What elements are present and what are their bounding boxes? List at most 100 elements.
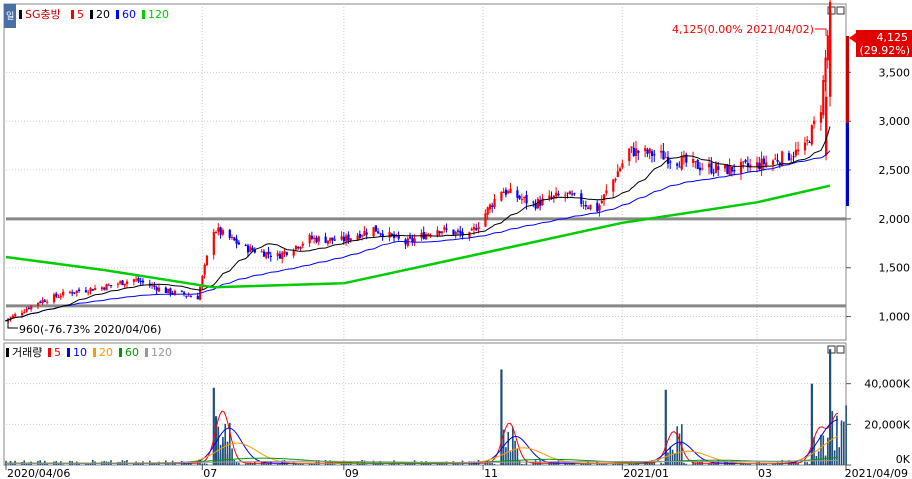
volume-bar (203, 463, 206, 465)
candle-body (329, 237, 332, 242)
candle-body (596, 202, 599, 212)
volume-bar (251, 463, 254, 465)
candle-body (30, 305, 33, 310)
volume-bar (715, 462, 717, 465)
volume-bar (155, 464, 158, 465)
price-legend-label: 20 (96, 8, 110, 21)
candle-body (310, 235, 314, 239)
candle-body (11, 315, 15, 319)
candle-body (744, 160, 747, 162)
volume-bar (516, 448, 519, 465)
candle-body (472, 227, 476, 230)
volume-legend-marker (6, 348, 9, 357)
volume-bar (187, 463, 190, 465)
volume-bar (345, 463, 347, 465)
candle-body (278, 253, 282, 259)
candle-body (87, 292, 90, 294)
volume-bar (265, 463, 268, 465)
candle-body (413, 238, 416, 243)
ma60-line (5, 150, 831, 321)
volume-bar (584, 463, 587, 465)
volume-bar (311, 463, 313, 465)
candle-body (244, 244, 247, 246)
volume-bar (201, 463, 204, 465)
volume-bar (671, 449, 674, 465)
candle-body (171, 292, 174, 294)
candle-body (349, 238, 352, 241)
candle-body (491, 205, 494, 207)
volume-bar (742, 462, 745, 465)
volume-bar (806, 462, 808, 465)
candle-body (132, 279, 136, 282)
volume-bar (231, 448, 233, 465)
candle-body (445, 228, 448, 230)
candle-body (55, 293, 58, 297)
volume-bar (523, 464, 525, 465)
volume-bar (829, 349, 832, 465)
price-y-axis: 3,500 3,000 2,500 2,000 1,500 1,000 (846, 66, 910, 324)
candle-body (733, 170, 736, 172)
candle-body (333, 239, 336, 241)
volume-bar (276, 464, 279, 465)
volume-moving-averages (6, 410, 839, 464)
candle-body (215, 232, 218, 234)
volume-bar (747, 463, 749, 465)
candle-body (253, 250, 257, 253)
candle-body (153, 285, 156, 287)
volume-bar (612, 463, 614, 465)
candle-body (237, 242, 241, 245)
volume-minimize-icon[interactable] (827, 345, 836, 354)
volume-maximize-icon[interactable] (836, 345, 845, 354)
candle-body (397, 235, 400, 239)
candle-body (660, 150, 663, 153)
candle-body (504, 189, 508, 195)
volume-bar (174, 463, 176, 465)
volume-bar (388, 464, 391, 465)
candle-body (794, 149, 797, 156)
maximize-icon[interactable] (836, 6, 845, 15)
x-tick-label: 2021/01 (623, 467, 669, 479)
candle-body (427, 234, 430, 236)
candle-body (388, 231, 391, 238)
current-change: (29.92%) (859, 44, 910, 57)
ma20-line (5, 126, 831, 321)
candle-body (692, 159, 695, 163)
volume-bar (680, 424, 683, 465)
moving-averages (5, 126, 831, 321)
volume-bar (749, 463, 751, 465)
price-legend-marker (19, 10, 22, 19)
candle-body (813, 120, 816, 125)
volume-bar (502, 429, 505, 465)
high-annotation: 4,125(0.00% 2021/04/02) (672, 23, 814, 36)
period-tab[interactable] (4, 4, 16, 28)
price-legend-swatch (142, 10, 145, 19)
candle-body (765, 162, 768, 167)
candle-body (728, 165, 731, 176)
volume-bar (548, 462, 551, 465)
volume-bar (669, 446, 672, 465)
volume-legend: 거래량 5 10 20 60 120 (6, 346, 172, 359)
candle-body (78, 289, 81, 292)
volume-bar (41, 464, 44, 465)
volume-bar (840, 420, 843, 465)
price-lines (6, 217, 846, 308)
volume-ma120-line (6, 460, 838, 464)
minimize-icon[interactable] (827, 6, 836, 15)
candle-body (486, 207, 489, 215)
ma120-line (5, 184, 831, 289)
candle-body (89, 287, 92, 292)
candle-body (374, 225, 377, 232)
volume-bar (133, 463, 135, 465)
candle-body (740, 161, 743, 174)
volume-bar (285, 463, 288, 465)
volume-y-axis: 40,000K 20,000K 0K (846, 378, 911, 466)
candle-body (714, 163, 718, 173)
candle-body (411, 237, 414, 242)
candle-body (358, 233, 362, 239)
x-tick-label: 03 (758, 467, 772, 479)
volume-bar (411, 463, 414, 465)
volume-plot-frame (3, 342, 847, 466)
candle-body (91, 289, 94, 291)
volume-bar (569, 464, 571, 465)
volume-bar (267, 462, 270, 465)
